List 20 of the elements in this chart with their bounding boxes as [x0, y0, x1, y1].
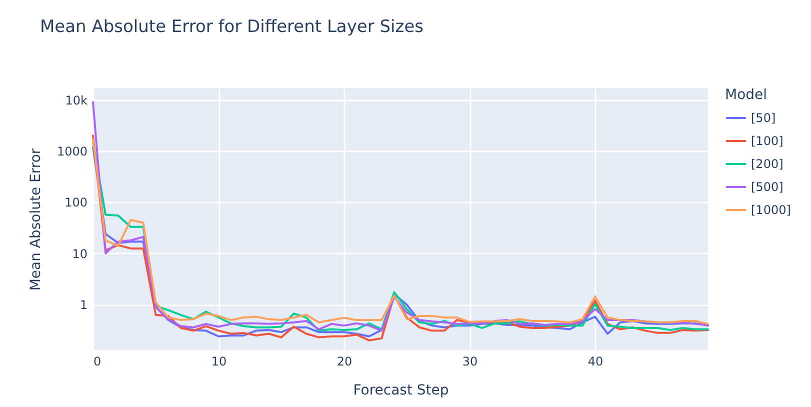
x-tick-label: 30: [462, 354, 478, 368]
x-tick-label: 0: [94, 354, 102, 368]
legend-title: Model: [725, 87, 768, 103]
y-tick-label: 1000: [56, 144, 88, 159]
legend-label: [200]: [751, 157, 784, 171]
y-tick-label: 1: [80, 298, 88, 312]
legend-label: [500]: [751, 180, 784, 194]
y-tick-label: 100: [64, 196, 88, 210]
legend-label: [1000]: [751, 203, 791, 217]
x-tick-label: 10: [211, 354, 227, 368]
chart-title: Mean Absolute Error for Different Layer Sizes: [40, 17, 424, 37]
x-tick-label: 20: [336, 354, 352, 368]
y-tick-label: 10k: [65, 93, 88, 108]
y-axis-title: Mean Absolute Error: [28, 148, 44, 291]
line-series: [92, 101, 709, 332]
legend-label: [100]: [751, 134, 784, 148]
legend-label: [50]: [751, 111, 776, 125]
x-tick-label: 40: [588, 354, 604, 368]
x-axis-title: Forecast Step: [353, 382, 449, 398]
y-tick-label: 10: [72, 246, 88, 261]
